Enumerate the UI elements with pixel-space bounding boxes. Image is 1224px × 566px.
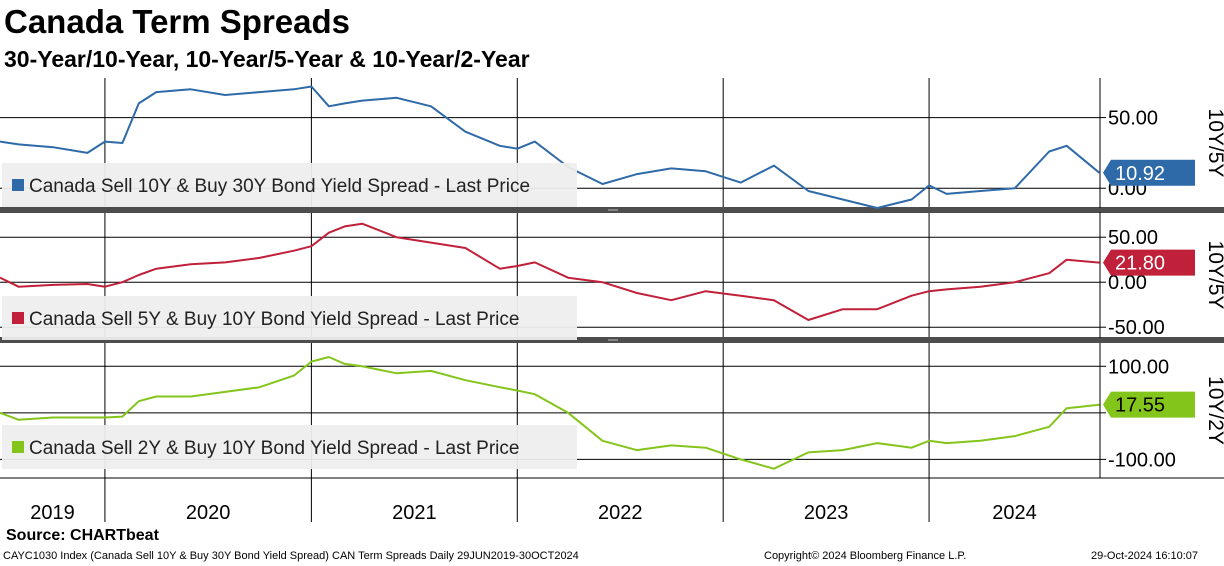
series-line [0,222,1100,321]
series-line [0,85,1101,209]
x-tick-label: 2019 [30,502,75,524]
y-tick-label: -50.00 [1108,317,1165,339]
y-tick-label: 50.00 [1108,227,1158,249]
chart-subtitle: 30-Year/10-Year, 10-Year/5-Year & 10-Yea… [4,46,530,72]
panel-axis-label: 10Y/5Y [1204,109,1224,178]
last-value-tag [1103,159,1195,186]
footer-timestamp: 29-Oct-2024 16:10:07 [1091,550,1199,562]
legend-box [2,425,577,469]
y-tick-label: 100.00 [1108,356,1169,378]
y-tick-label: 50.00 [1108,108,1158,130]
series-line [0,356,1100,470]
footer-copyright: Copyright© 2024 Bloomberg Finance L.P. [764,550,967,562]
legend-swatch [12,441,24,453]
legend-label: Canada Sell 5Y & Buy 10Y Bond Yield Spre… [29,309,519,330]
legend-swatch [12,312,24,324]
footer-description: CAYC1030 Index (Canada Sell 10Y & Buy 30… [3,550,579,562]
panel-axis-label: 10Y/5Y [1204,241,1224,310]
x-tick-label: 2020 [186,502,231,524]
last-value-label: 21.80 [1115,253,1165,275]
last-value-label: 10.92 [1115,163,1165,185]
footer-source: Source: CHARTbeat [6,527,159,544]
last-value-tag [1103,391,1195,418]
x-tick-label: 2024 [992,502,1037,524]
x-tick-label: 2023 [804,502,849,524]
x-tick-label: 2021 [392,502,437,524]
x-tick-label: 2022 [598,502,643,524]
y-tick-label: 0.00 [1108,272,1147,294]
panel-axis-label: 10Y/2Y [1204,376,1224,445]
legend-swatch [12,179,24,191]
legend-label: Canada Sell 2Y & Buy 10Y Bond Yield Spre… [29,438,519,459]
last-value-tag [1103,249,1195,276]
chart-title: Canada Term Spreads [4,3,351,40]
legend-label: Canada Sell 10Y & Buy 30Y Bond Yield Spr… [29,176,530,197]
last-value-label: 17.55 [1115,395,1165,417]
legend-box [2,163,577,207]
y-tick-label: -100.00 [1108,449,1176,471]
legend-box [2,296,577,340]
